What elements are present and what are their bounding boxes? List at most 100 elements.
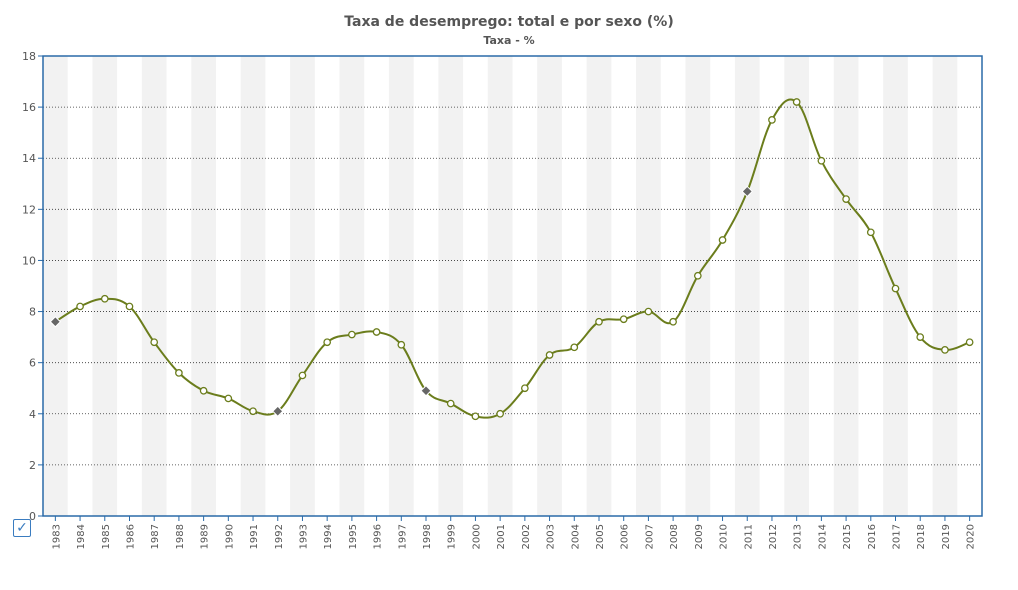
data-point xyxy=(644,307,653,316)
plot-band xyxy=(141,56,167,516)
x-tick-label: 2000 xyxy=(471,524,482,549)
data-point xyxy=(669,317,677,326)
x-tick-label: 2017 xyxy=(892,524,903,549)
plot-band xyxy=(636,56,661,516)
x-tick-label: 2019 xyxy=(941,524,952,549)
data-point xyxy=(619,315,628,324)
x-tick-label: 2020 xyxy=(966,524,977,549)
data-point xyxy=(891,284,900,293)
data-point xyxy=(570,343,579,352)
x-tick-label: 2006 xyxy=(620,524,631,549)
data-point xyxy=(76,302,84,311)
plot-band xyxy=(537,56,562,516)
data-point xyxy=(866,228,875,237)
x-tick-label: 2014 xyxy=(817,524,828,549)
x-tick-label: 1987 xyxy=(150,524,161,549)
data-point xyxy=(224,394,233,403)
plot-band xyxy=(191,56,216,516)
x-tick-label: 2012 xyxy=(768,524,779,549)
plot-band xyxy=(92,56,118,516)
y-tick-label: 2 xyxy=(29,459,36,472)
x-tick-label: 1992 xyxy=(274,524,285,549)
x-tick-label: 1986 xyxy=(125,524,136,549)
plot-band xyxy=(685,56,711,516)
x-tick-label: 2002 xyxy=(521,524,532,549)
plot-band xyxy=(438,56,464,516)
y-tick-label: 18 xyxy=(22,50,36,63)
plot-band xyxy=(339,56,365,516)
x-tick-label: 2009 xyxy=(694,524,705,549)
data-point xyxy=(150,338,159,347)
x-tick-label: 2001 xyxy=(496,524,507,549)
x-tick-label: 1985 xyxy=(101,524,112,549)
data-point xyxy=(471,412,480,421)
plot-band xyxy=(43,56,68,516)
x-tick-label: 2018 xyxy=(916,524,927,549)
x-tick-label: 1993 xyxy=(298,524,309,549)
x-tick-label: 1991 xyxy=(249,524,260,549)
x-tick-label: 1995 xyxy=(348,524,359,549)
plot-band xyxy=(290,56,315,516)
x-tick-label: 2011 xyxy=(743,524,754,549)
data-point xyxy=(298,371,307,380)
data-point xyxy=(817,156,826,165)
x-tick-label: 1996 xyxy=(373,524,384,549)
data-point xyxy=(545,351,554,359)
y-tick-label: 16 xyxy=(22,101,36,114)
data-point xyxy=(199,386,208,395)
data-point xyxy=(496,409,504,418)
y-tick-label: 10 xyxy=(22,254,36,267)
x-tick-label: 2005 xyxy=(595,524,606,549)
data-point xyxy=(397,340,406,349)
data-point xyxy=(446,399,455,408)
x-tick-label: 1989 xyxy=(200,524,211,549)
plot-frame xyxy=(42,55,983,517)
data-point xyxy=(595,317,603,326)
plot-band xyxy=(487,56,513,516)
data-point xyxy=(941,346,949,354)
data-point xyxy=(693,271,702,280)
chart-subtitle: Taxa - % xyxy=(483,34,535,47)
data-point xyxy=(916,333,925,341)
x-tick-label: 2003 xyxy=(546,524,557,549)
x-tick-label: 2008 xyxy=(669,524,680,549)
x-tick-label: 2015 xyxy=(842,524,853,549)
data-point xyxy=(175,369,183,377)
x-tick-label: 1994 xyxy=(323,524,334,549)
data-point xyxy=(768,116,776,124)
y-tick-label: 4 xyxy=(29,408,36,421)
data-point xyxy=(323,338,332,347)
y-tick-label: 8 xyxy=(29,306,36,319)
x-tick-label: 1984 xyxy=(76,524,87,549)
y-tick-label: 12 xyxy=(22,203,36,216)
plot-band xyxy=(586,56,612,516)
x-tick-label: 2013 xyxy=(793,524,804,549)
data-point xyxy=(348,330,356,339)
checkbox-icon[interactable]: ✓ xyxy=(13,519,31,537)
x-tick-label: 1998 xyxy=(422,524,433,549)
plot-band xyxy=(388,56,414,516)
data-point xyxy=(521,384,529,393)
x-tick-label: 2010 xyxy=(719,524,730,549)
x-tick-label: 1990 xyxy=(224,524,235,549)
data-point xyxy=(249,407,257,416)
data-point-diamond xyxy=(272,405,284,417)
data-point xyxy=(792,98,801,106)
data-point-diamond xyxy=(49,316,62,328)
x-tick-label: 2004 xyxy=(570,524,581,549)
x-tick-label: 1983 xyxy=(51,524,62,549)
plot-band xyxy=(932,56,958,516)
x-tick-label: 2016 xyxy=(867,524,878,549)
plot-band xyxy=(784,56,810,516)
data-point xyxy=(965,338,974,347)
data-point xyxy=(842,195,850,203)
data-point xyxy=(125,302,134,311)
chart-title: Taxa de desemprego: total e por sexo (%) xyxy=(344,14,674,30)
data-point xyxy=(372,328,381,336)
plot-band xyxy=(833,56,859,516)
data-point xyxy=(100,294,109,303)
plot-band xyxy=(240,56,266,516)
y-tick-label: 14 xyxy=(22,152,36,165)
y-tick-label: 6 xyxy=(29,357,36,370)
